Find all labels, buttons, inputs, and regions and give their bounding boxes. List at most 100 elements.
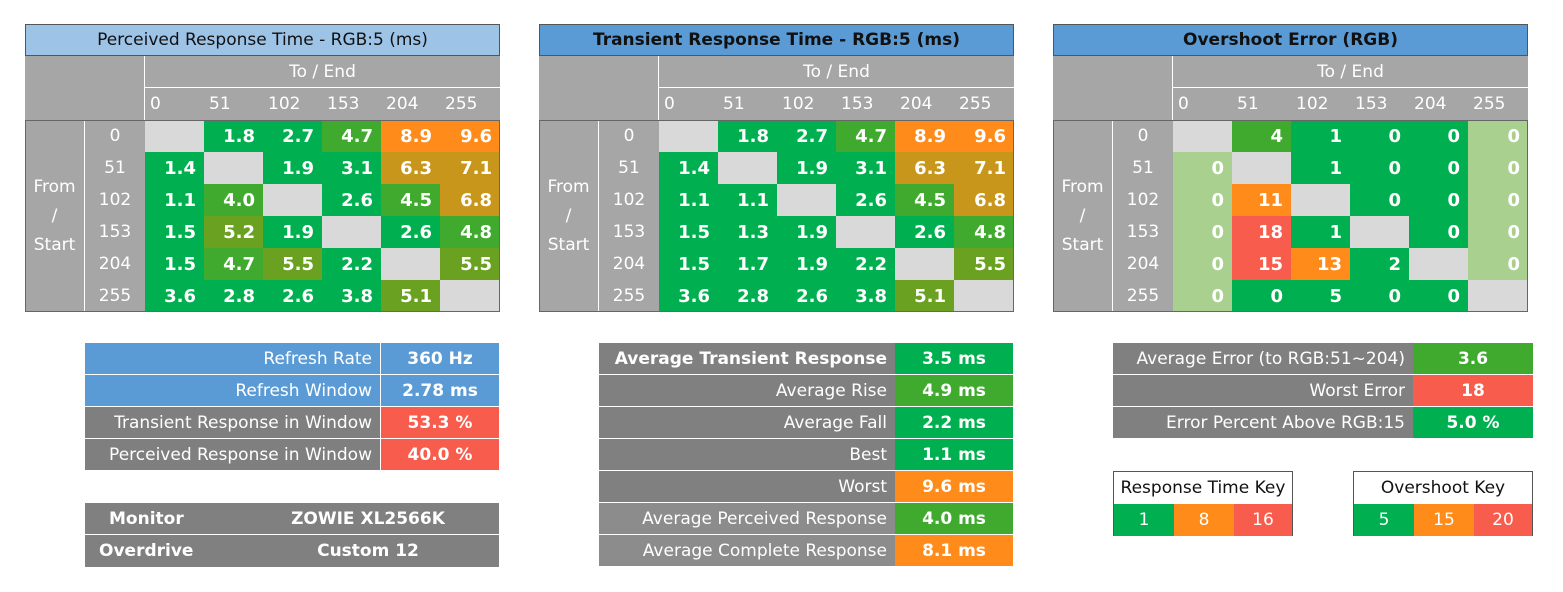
heatmap-cell: 9.6 xyxy=(954,120,1014,152)
average-label: Average Complete Response xyxy=(599,535,895,567)
column-header: 153 xyxy=(327,94,360,114)
key-swatch: 5 xyxy=(1354,504,1414,536)
empty-cell xyxy=(1232,152,1291,184)
row-header: 0 xyxy=(599,120,659,152)
column-header: 255 xyxy=(1473,94,1506,114)
heatmap-cell: 3.6 xyxy=(145,280,204,312)
empty-cell xyxy=(381,248,440,280)
key-title: Overshoot Key xyxy=(1380,478,1506,498)
heatmap-cell: 0 xyxy=(1173,248,1232,280)
heatmap-cell: 6.8 xyxy=(440,184,500,216)
overshoot-key: Overshoot Key 5 15 20 xyxy=(1353,471,1533,536)
column-header: 51 xyxy=(723,94,745,114)
overshoot-stat-value: 18 xyxy=(1413,375,1533,407)
heatmap-cell: 7.1 xyxy=(440,152,500,184)
row-header: 0 xyxy=(1113,120,1173,152)
heatmap-cell: 1.5 xyxy=(145,248,204,280)
column-header: 204 xyxy=(1414,94,1447,114)
heatmap-cell: 1.1 xyxy=(659,184,718,216)
heatmap-cell: 3.1 xyxy=(836,152,895,184)
row-header: 255 xyxy=(1113,280,1173,312)
key-swatch: 15 xyxy=(1414,504,1474,536)
panel-title: Overshoot Error (RGB) xyxy=(1053,24,1528,56)
key-swatch: 8 xyxy=(1174,504,1234,536)
to-end-label: To / End xyxy=(659,56,1014,88)
column-header-area: To / End 0 51 102 153 204 255 xyxy=(25,56,500,120)
row-header: 102 xyxy=(85,184,145,216)
heatmap-cell: 2.7 xyxy=(263,120,322,152)
row-header: 255 xyxy=(599,280,659,312)
heatmap-cell: 3.6 xyxy=(659,280,718,312)
column-header: 0 xyxy=(150,94,161,114)
heatmap-cell: 0 xyxy=(1350,184,1409,216)
empty-cell xyxy=(263,184,322,216)
refresh-row: Perceived Response in Window 40.0 % xyxy=(85,439,499,471)
heatmap-cell: 0 xyxy=(1468,120,1528,152)
row-header: 204 xyxy=(599,248,659,280)
heatmap-cell: 0 xyxy=(1173,184,1232,216)
heatmap-cell: 3.1 xyxy=(322,152,381,184)
heatmap-cell: 1 xyxy=(1291,152,1350,184)
empty-cell xyxy=(204,152,263,184)
from-start-text: Start xyxy=(547,234,590,255)
averages-table: Average Transient Response 3.5 ms Average … xyxy=(599,343,1013,567)
heatmap-cell: 4.8 xyxy=(954,216,1014,248)
overshoot-stat-label: Worst Error xyxy=(1113,375,1413,407)
heatmap-cell: 0 xyxy=(1468,184,1528,216)
row-header: 51 xyxy=(85,152,145,184)
row-header: 153 xyxy=(599,216,659,248)
empty-cell xyxy=(836,216,895,248)
overshoot-stats-table: Average Error (to RGB:51~204) 3.6 Worst Er… xyxy=(1113,343,1533,439)
heatmap-cell: 4 xyxy=(1232,120,1291,152)
heatmap-cell: 2.6 xyxy=(381,216,440,248)
column-header: 153 xyxy=(1355,94,1388,114)
heatmap-cell: 0 xyxy=(1173,216,1232,248)
row-header: 204 xyxy=(85,248,145,280)
heatmap-cell: 2.6 xyxy=(777,280,836,312)
refresh-value: 53.3 % xyxy=(381,407,499,439)
column-header: 204 xyxy=(386,94,419,114)
empty-cell xyxy=(1173,120,1232,152)
heatmap-cell: 0 xyxy=(1409,120,1468,152)
overshoot-error-panel: Overshoot Error (RGB) To / End 0 51 102 153 20… xyxy=(1053,24,1528,312)
from-start-label: From / Start xyxy=(1053,120,1113,312)
row-header: 51 xyxy=(1113,152,1173,184)
heatmap-cell: 6.8 xyxy=(954,184,1014,216)
heatmap-cell: 7.1 xyxy=(954,152,1014,184)
heatmap-cell: 4.7 xyxy=(322,120,381,152)
monitor-value: ZOWIE XL2566K xyxy=(291,509,445,529)
heatmap-cell: 2.6 xyxy=(322,184,381,216)
heatmap-cell: 1 xyxy=(1291,216,1350,248)
column-header: 102 xyxy=(1296,94,1329,114)
panel-title: Transient Response Time - RGB:5 (ms) xyxy=(539,24,1014,56)
row-header: 204 xyxy=(1113,248,1173,280)
refresh-value: 2.78 ms xyxy=(381,375,499,407)
average-value: 1.1 ms xyxy=(895,439,1013,471)
empty-cell xyxy=(322,216,381,248)
heatmap-cell: 1.9 xyxy=(263,216,322,248)
average-label: Average Transient Response xyxy=(599,343,895,375)
from-start-text: From xyxy=(33,176,76,197)
column-header: 102 xyxy=(782,94,815,114)
empty-cell xyxy=(659,120,718,152)
heatmap-cell: 1.4 xyxy=(145,152,204,184)
heatmap-cell: 2.2 xyxy=(836,248,895,280)
heatmap-cell: 4.5 xyxy=(381,184,440,216)
column-header: 51 xyxy=(1237,94,1259,114)
key-swatch: 20 xyxy=(1474,504,1532,536)
heatmap-cell: 0 xyxy=(1409,184,1468,216)
average-value: 9.6 ms xyxy=(895,471,1013,503)
heatmap-cell: 6.3 xyxy=(381,152,440,184)
from-start-label: From / Start xyxy=(539,120,599,312)
empty-cell xyxy=(718,152,777,184)
heatmap-cell: 18 xyxy=(1232,216,1291,248)
average-value: 3.5 ms xyxy=(895,343,1013,375)
heatmap-cell: 1 xyxy=(1291,120,1350,152)
heatmap-cell: 1.3 xyxy=(718,216,777,248)
average-row: Worst 9.6 ms xyxy=(599,471,1013,503)
heatmap-cell: 0 xyxy=(1350,120,1409,152)
heatmap-cell: 1.8 xyxy=(718,120,777,152)
empty-cell xyxy=(1350,216,1409,248)
monitor-row: Monitor ZOWIE XL2566K xyxy=(85,503,499,535)
perceived-response-panel: Perceived Response Time - RGB:5 (ms) To /… xyxy=(25,24,500,312)
